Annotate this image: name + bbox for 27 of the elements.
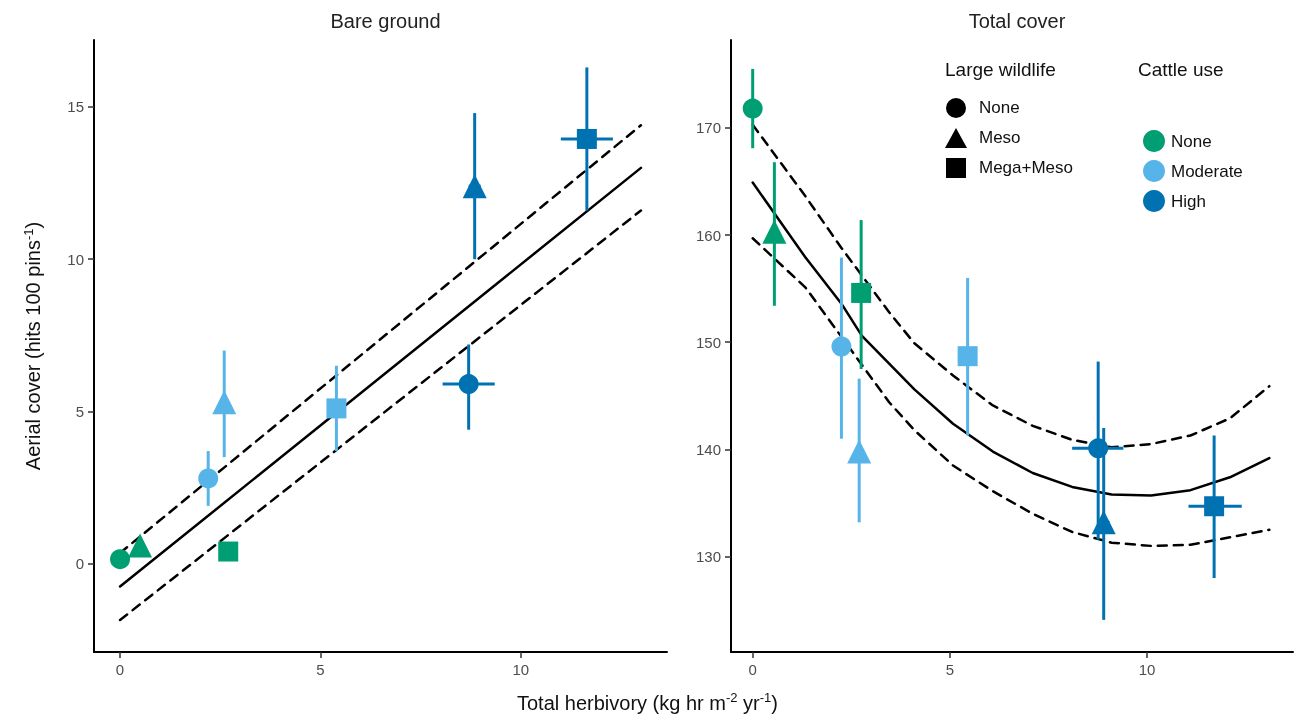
annotation: Large wildlife — [945, 59, 1057, 81]
annotation: None — [979, 98, 1020, 118]
y-tick-label: 170 — [695, 119, 721, 137]
y-tick-label: 5 — [75, 402, 84, 420]
y-axis-title: Aerial cover (hits 100 pins-1) — [21, 221, 44, 471]
legend-title: Cattle use — [1138, 59, 1224, 80]
x-tick-label: 10 — [512, 661, 530, 678]
x-axis-title: Total herbivory (kg hr m$^{-2}$ yr$^{-1}$) — [516, 690, 779, 715]
annotation: Mega+Meso — [979, 158, 1074, 178]
y-tick-label: 0 — [75, 555, 84, 573]
x-tick-label: 5 — [316, 661, 325, 678]
legend-label: None — [1171, 131, 1212, 151]
x-tick-label: 5 — [945, 661, 955, 678]
legend-label: Moderate — [1171, 161, 1243, 181]
chart-title: Total cover — [968, 10, 1066, 32]
x-tick-label: 10 — [1138, 661, 1156, 678]
annotation: Meso — [979, 128, 1021, 148]
y-tick-label: 10 — [67, 250, 84, 268]
x-tick-label: 0 — [748, 661, 757, 678]
y-tick-label: 15 — [67, 98, 84, 116]
y-tick-label: 130 — [695, 548, 721, 566]
x-tick-label: 0 — [115, 661, 125, 678]
y-tick-label: 150 — [695, 333, 721, 351]
legend-label: High — [1171, 191, 1206, 211]
chart-title: Bare ground — [330, 10, 441, 32]
y-tick-label: 140 — [695, 440, 721, 458]
y-tick-label: 160 — [695, 226, 721, 244]
